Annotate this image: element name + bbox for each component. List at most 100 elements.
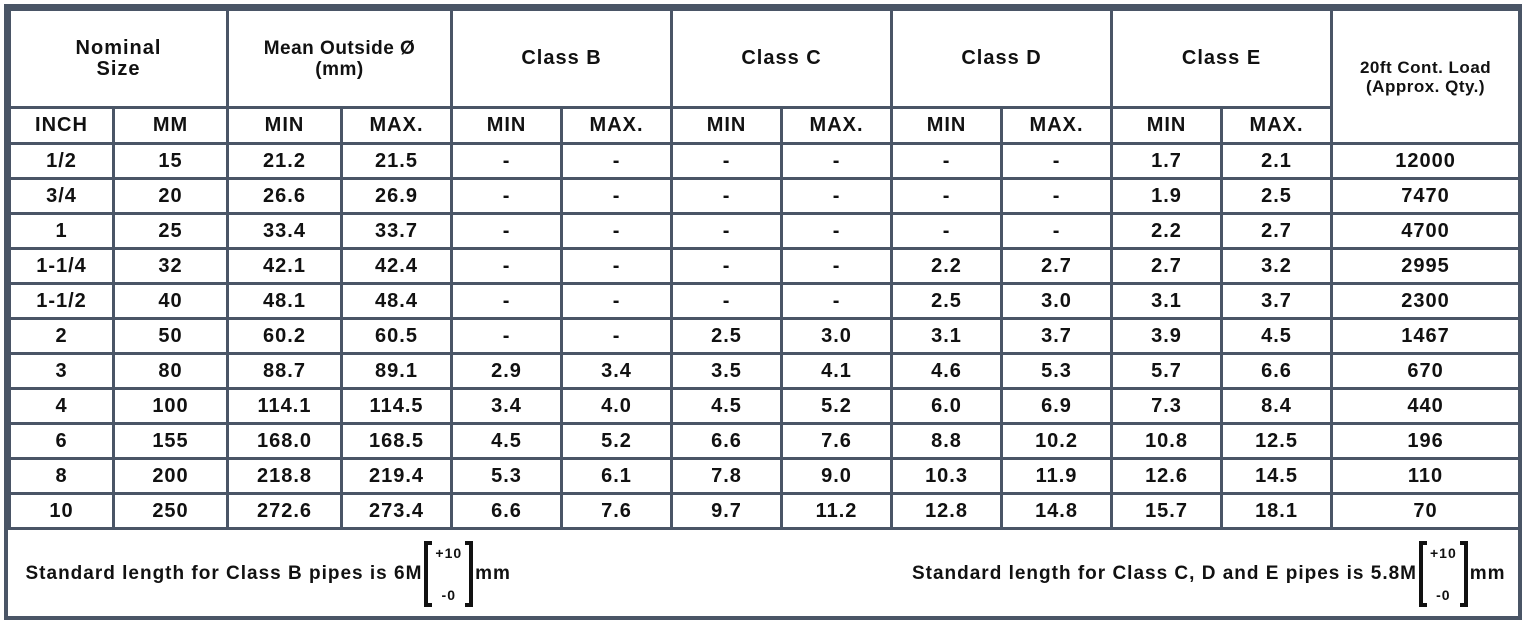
cell-class-d-max: 10.2 — [1000, 422, 1114, 460]
tolerance-bracket: +10 -0 — [424, 541, 474, 608]
tolerance-minus: -0 — [1436, 587, 1451, 604]
cell-class-b-max: - — [560, 282, 674, 320]
cell-od-max: 48.4 — [340, 282, 454, 320]
cell-od-min: 218.8 — [226, 457, 344, 495]
cell-class-d-min: 2.5 — [890, 282, 1004, 320]
cell-class-b-max: 3.4 — [560, 352, 674, 390]
cell-class-d-max: - — [1000, 177, 1114, 215]
header-class-e-max: MAX. — [1220, 106, 1334, 145]
cell-class-e-max: 2.5 — [1220, 177, 1334, 215]
cell-class-b-min: - — [450, 177, 564, 215]
cell-class-d-max: 6.9 — [1000, 387, 1114, 425]
table-row: 1-1/2 40 48.1 48.4- - - -2.5 3.0 3.1 3.7 2300 — [8, 282, 1522, 320]
cell-class-b-min: 4.5 — [450, 422, 564, 460]
header-class-d-min: MIN — [890, 106, 1004, 145]
cell-mm: 200 — [111, 457, 230, 495]
cell-class-d-max: 3.7 — [1000, 317, 1114, 355]
cell-container-load: 440 — [1330, 387, 1522, 425]
cell-mm: 155 — [111, 422, 230, 460]
cell-class-d-max: 2.7 — [1000, 247, 1114, 285]
header-mm: MM — [111, 106, 230, 145]
cell-inch: 4 — [8, 387, 115, 425]
cell-inch: 1-1/4 — [8, 247, 115, 285]
cell-class-d-min: - — [890, 142, 1004, 180]
cell-class-e-min: 2.2 — [1110, 212, 1224, 250]
cell-class-d-max: 11.9 — [1000, 457, 1114, 495]
cell-class-e-max: 18.1 — [1220, 492, 1334, 530]
cell-container-load: 2995 — [1330, 247, 1522, 285]
cell-class-c-max: 3.0 — [780, 317, 894, 355]
cell-class-b-min: - — [450, 282, 564, 320]
cell-class-e-max: 14.5 — [1220, 457, 1334, 495]
cell-inch: 1/2 — [8, 142, 115, 180]
header-container-load: 20ft Cont. Load (Approx. Qty.) — [1330, 8, 1522, 145]
table-row: 2 50 60.2 60.5- -2.5 3.0 3.1 3.7 3.9 4.5 1467 — [8, 317, 1522, 355]
cell-inch: 3 — [8, 352, 115, 390]
cell-od-max: 114.5 — [340, 387, 454, 425]
cell-class-b-min: - — [450, 247, 564, 285]
header-mean-outside-diameter: Mean Outside Ø (mm) — [226, 8, 454, 109]
table-row: 3 80 88.7 89.1 2.9 3.4 3.5 4.1 4.6 5.3 5.7 6.6 670 — [8, 352, 1522, 390]
pipe-spec-table-frame: Nominal Size Mean Outside Ø (mm) Class B… — [4, 4, 1522, 620]
cell-od-min: 88.7 — [226, 352, 344, 390]
cell-od-max: 33.7 — [340, 212, 454, 250]
cell-od-min: 60.2 — [226, 317, 344, 355]
cell-mm: 32 — [111, 247, 230, 285]
cell-class-b-max: - — [560, 142, 674, 180]
cell-container-load: 196 — [1330, 422, 1522, 460]
cell-class-b-min: 3.4 — [450, 387, 564, 425]
cell-od-min: 272.6 — [226, 492, 344, 530]
cell-container-load: 4700 — [1330, 212, 1522, 250]
table-row: 6 155 168.0 168.5 4.5 5.2 6.6 7.6 8.8 10.2 10.8 12.… — [8, 422, 1522, 460]
cell-class-d-max: - — [1000, 212, 1114, 250]
cell-class-b-min: - — [450, 142, 564, 180]
cell-class-e-min: 7.3 — [1110, 387, 1224, 425]
table-row: 10 250 272.6 273.4 6.6 7.6 9.7 11.2 12.8 14.8 15.7… — [8, 492, 1522, 530]
sub-header-row: INCH MM MIN MAX. MIN MAX. MIN MAX. MIN M… — [8, 106, 1520, 145]
cell-class-c-min: - — [670, 142, 784, 180]
tolerance-plus: +10 — [1430, 545, 1457, 562]
cell-mm: 100 — [111, 387, 230, 425]
cell-od-min: 114.1 — [226, 387, 344, 425]
cell-mm: 80 — [111, 352, 230, 390]
header-class-e: Class E — [1110, 8, 1334, 109]
cell-mm: 15 — [111, 142, 230, 180]
cell-container-load: 7470 — [1330, 177, 1522, 215]
cell-class-e-max: 6.6 — [1220, 352, 1334, 390]
cell-od-min: 168.0 — [226, 422, 344, 460]
cell-od-min: 48.1 — [226, 282, 344, 320]
cell-class-b-min: 2.9 — [450, 352, 564, 390]
cell-class-c-max: 4.1 — [780, 352, 894, 390]
cell-class-d-min: 2.2 — [890, 247, 1004, 285]
cell-class-b-max: 6.1 — [560, 457, 674, 495]
header-od-min: MIN — [226, 106, 344, 145]
header-nominal-size: Nominal Size — [7, 8, 230, 109]
cell-class-c-max: - — [780, 177, 894, 215]
cell-class-c-min: - — [670, 247, 784, 285]
table-row: 3/4 20 26.6 26.9- - - - - -1.9 2.5 7470 — [8, 177, 1522, 215]
cell-class-d-min: - — [890, 177, 1004, 215]
tolerance-plus: +10 — [435, 545, 463, 562]
cell-class-b-max: - — [560, 247, 674, 285]
cell-class-c-min: - — [670, 177, 784, 215]
header-class-c-max: MAX. — [780, 106, 894, 145]
class-cde-length-note: Standard length for Class C, D and E pip… — [912, 541, 1506, 608]
cell-od-min: 26.6 — [226, 177, 344, 215]
class-b-length-text: Standard length for Class B pipes is 6M — [25, 563, 423, 585]
cell-class-b-max: - — [560, 177, 674, 215]
cell-od-min: 33.4 — [226, 212, 344, 250]
cell-inch: 1 — [8, 212, 115, 250]
table-row: 1/2 15 21.2 21.5- - - - - -1.7 2.1 12000 — [8, 142, 1522, 180]
cell-class-c-max: - — [780, 212, 894, 250]
cell-class-c-min: 3.5 — [670, 352, 784, 390]
cell-od-max: 273.4 — [340, 492, 454, 530]
header-class-c-min: MIN — [670, 106, 784, 145]
cell-class-c-min: - — [670, 212, 784, 250]
header-class-b-min: MIN — [450, 106, 564, 145]
table-row: 8 200 218.8 219.4 5.3 6.1 7.8 9.0 10.3 11.9 12.6 14… — [8, 457, 1522, 495]
cell-class-e-max: 2.1 — [1220, 142, 1334, 180]
cell-class-d-min: 3.1 — [890, 317, 1004, 355]
cell-mm: 25 — [111, 212, 230, 250]
cell-class-c-max: 9.0 — [780, 457, 894, 495]
footer-cell: Standard length for Class B pipes is 6M … — [9, 527, 1520, 619]
